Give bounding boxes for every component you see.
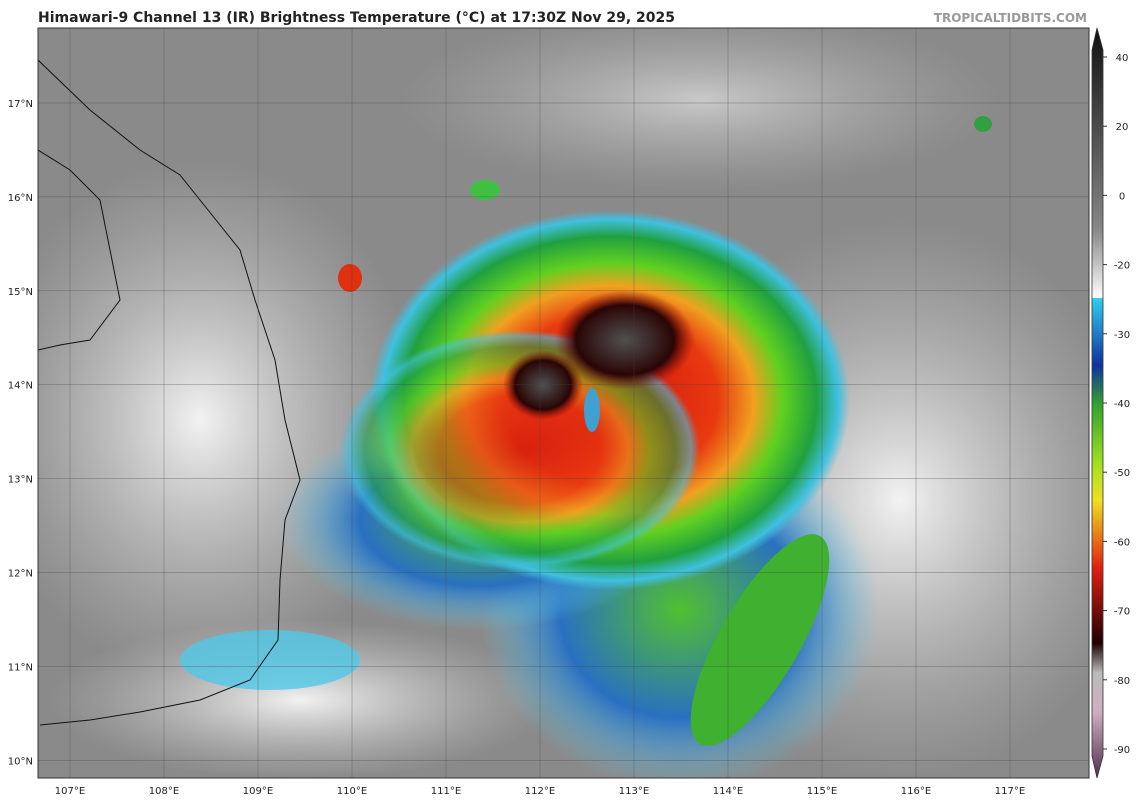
colorbar-label: -30 [1114,330,1130,341]
colorbar-label: -50 [1114,468,1130,479]
colorbar-label: -70 [1114,607,1130,618]
lon-label: 108°E [149,786,179,797]
colorbar-label: -80 [1114,676,1130,687]
satellite-image [38,28,1089,778]
colorbar-label: -60 [1114,537,1130,548]
source: TROPICALTIDBITS.COM [934,11,1087,25]
title: Himawari-9 Channel 13 (IR) Brightness Te… [38,10,675,26]
map-frame [37,27,1090,779]
lon-label: 112°E [525,786,555,797]
colorbar-label: -90 [1114,745,1130,756]
lon-label: 107°E [55,786,85,797]
lon-label: 115°E [807,786,837,797]
lat-label: 14°N [8,381,33,392]
lon-label: 116°E [901,786,931,797]
lat-label: 12°N [8,569,33,580]
lat-label: 11°N [8,662,33,673]
colorbar-label: 40 [1116,53,1129,64]
lat-label: 16°N [8,193,33,204]
lon-label: 114°E [713,786,743,797]
colorbar [1091,27,1104,779]
lat-label: 15°N [8,287,33,298]
lat-label: 13°N [8,475,33,486]
colorbar-label: 0 [1119,191,1125,202]
lon-label: 109°E [243,786,273,797]
lon-label: 113°E [619,786,649,797]
lat-label: 10°N [8,756,33,767]
lon-label: 110°E [337,786,367,797]
colorbar-label: -20 [1114,261,1130,272]
lon-label: 117°E [995,786,1025,797]
colorbar-label: -40 [1114,399,1130,410]
lat-label: 17°N [8,99,33,110]
lon-label: 111°E [431,786,461,797]
colorbar-label: 20 [1116,122,1129,133]
